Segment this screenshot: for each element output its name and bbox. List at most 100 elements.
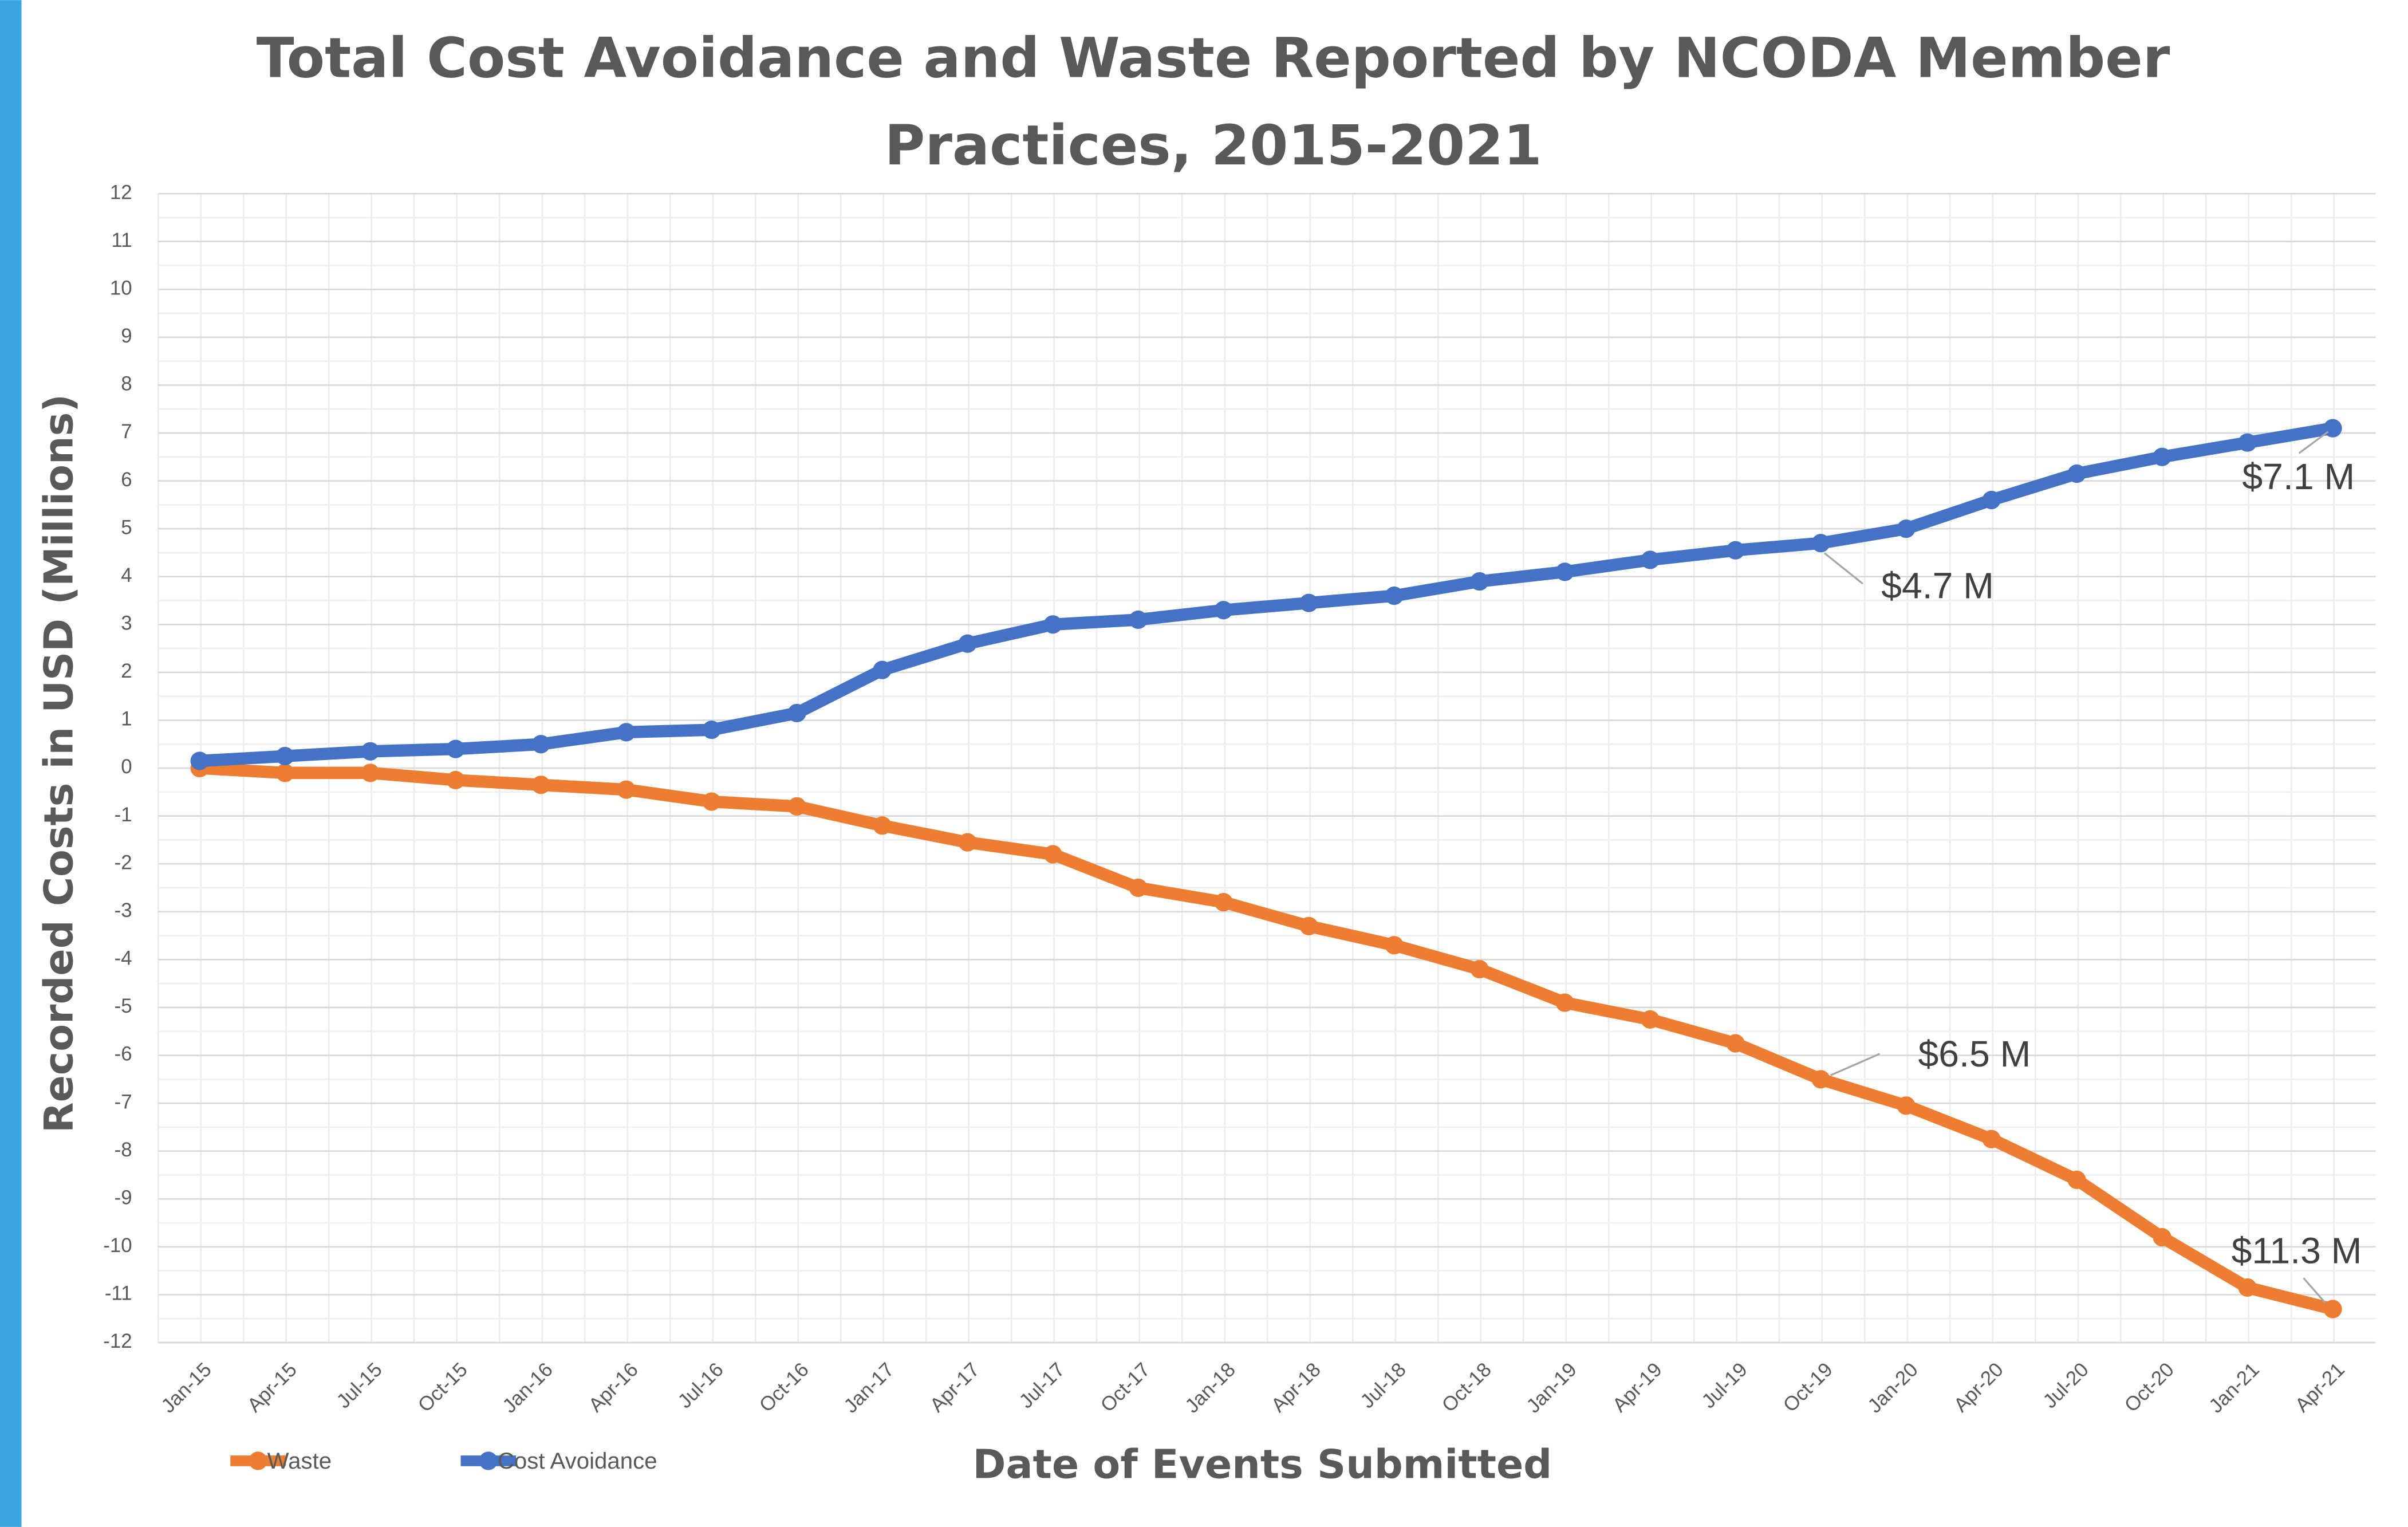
marker [2323,1300,2342,1319]
y-tick-label: -8 [115,1139,132,1161]
y-tick-label: -6 [115,1043,132,1065]
legend-marker [249,1451,267,1470]
x-tick-label: Jan-19 [1522,1359,1581,1418]
x-tick-label: Jan-15 [157,1359,216,1418]
y-tick-label: 3 [121,612,132,635]
marker [1811,534,1830,553]
marker [702,721,721,739]
x-tick-label: Oct-15 [413,1359,472,1417]
annotation: $4.7 M [1881,565,1994,606]
line [199,422,2334,768]
line [199,762,2335,1315]
legend-marker [479,1451,498,1470]
y-tick-label: 11 [111,229,132,251]
y-tick-label: -4 [115,947,132,970]
x-tick-label: Jul-19 [1697,1359,1752,1413]
leader-line [1823,552,1863,585]
marker [1726,541,1745,560]
marker [1385,936,1404,955]
marker [1214,601,1233,620]
x-tick-label: Oct-18 [1437,1359,1496,1417]
marker [531,776,550,794]
marker [2067,1170,2086,1189]
marker [1470,959,1489,979]
annotation: $11.3 M [2232,1230,2362,1271]
marker [873,660,892,679]
y-tick-label: -9 [115,1186,132,1209]
marker [873,816,892,835]
marker [1129,610,1148,629]
marker [2238,433,2257,452]
y-tick-label: -12 [103,1330,132,1352]
marker [1385,587,1404,605]
leader-line [1830,1053,1881,1076]
y-tick-label: -3 [115,899,132,922]
marker [1043,615,1062,634]
marker [2238,1278,2257,1297]
y-tick-label: 2 [121,660,132,682]
title-container: Total Cost Avoidance and Waste Reported … [256,27,2170,179]
marker [446,739,465,758]
y-tick-label: -1 [115,804,132,826]
marker [1470,572,1489,591]
legend-label: Waste [267,1448,332,1474]
y-tick-label: 12 [110,181,132,203]
marker [1641,550,1660,569]
legend-label: Cost Avoidance [498,1448,657,1474]
x-tick-label: Jan-16 [498,1359,557,1418]
y-tick-label: 10 [110,277,132,299]
x-tick-label: Jan-17 [840,1359,898,1418]
marker [361,742,380,761]
x-tick-label: Apr-20 [1949,1359,2008,1417]
marker [446,770,465,790]
x-tick-label: Apr-17 [925,1359,984,1417]
marker [958,634,977,653]
window-border [0,0,22,1527]
y-tick-label: 0 [121,755,132,778]
marker [617,723,636,742]
marker [531,735,550,754]
x-tick-label: Oct-19 [1779,1359,1837,1417]
leader-line [2303,1277,2326,1304]
x-tick-label: Jul-15 [332,1359,387,1413]
marker [787,703,806,723]
x-tick-label: Apr-15 [243,1359,301,1417]
x-tick-label: Oct-17 [1096,1359,1154,1417]
x-tick-label: Jul-20 [2039,1359,2093,1413]
marker [702,792,721,811]
marker [1043,845,1062,864]
y-tick-label: -5 [115,995,132,1017]
y-tick-label: -10 [103,1234,132,1257]
y-tick-label: 7 [121,420,132,443]
marker [1555,562,1574,581]
x-tick-label: Jul-17 [1015,1359,1069,1413]
chart-title: Total Cost Avoidance and Waste Reported … [256,27,2170,179]
y-tick-label: 4 [121,564,132,587]
annotation: $7.1 M [2242,456,2355,497]
marker [275,764,294,782]
x-tick-label: Apr-16 [584,1359,643,1417]
x-tick-label: Apr-21 [2291,1359,2349,1417]
marker [1897,1096,1916,1115]
marker [787,797,806,816]
marker [1726,1034,1745,1053]
y-tick-label: 1 [121,708,132,730]
marker [190,751,209,770]
x-tick-label: Apr-19 [1608,1359,1666,1417]
marker [275,747,294,766]
x-tick-label: Jul-18 [1356,1359,1410,1413]
y-tick-label: 5 [121,516,132,538]
marker [2067,464,2086,483]
y-tick-label: -11 [105,1282,132,1305]
marker [1129,878,1148,898]
x-tick-label: Jul-16 [673,1359,728,1413]
x-tick-label: Oct-16 [755,1359,813,1417]
x-tick-label: Jan-18 [1181,1359,1240,1418]
x-tick-label: Jan-20 [1863,1359,1922,1418]
marker [1555,993,1574,1012]
marker [1982,1129,2001,1148]
y-tick-label: -7 [115,1091,132,1113]
leader-line [2298,431,2329,454]
